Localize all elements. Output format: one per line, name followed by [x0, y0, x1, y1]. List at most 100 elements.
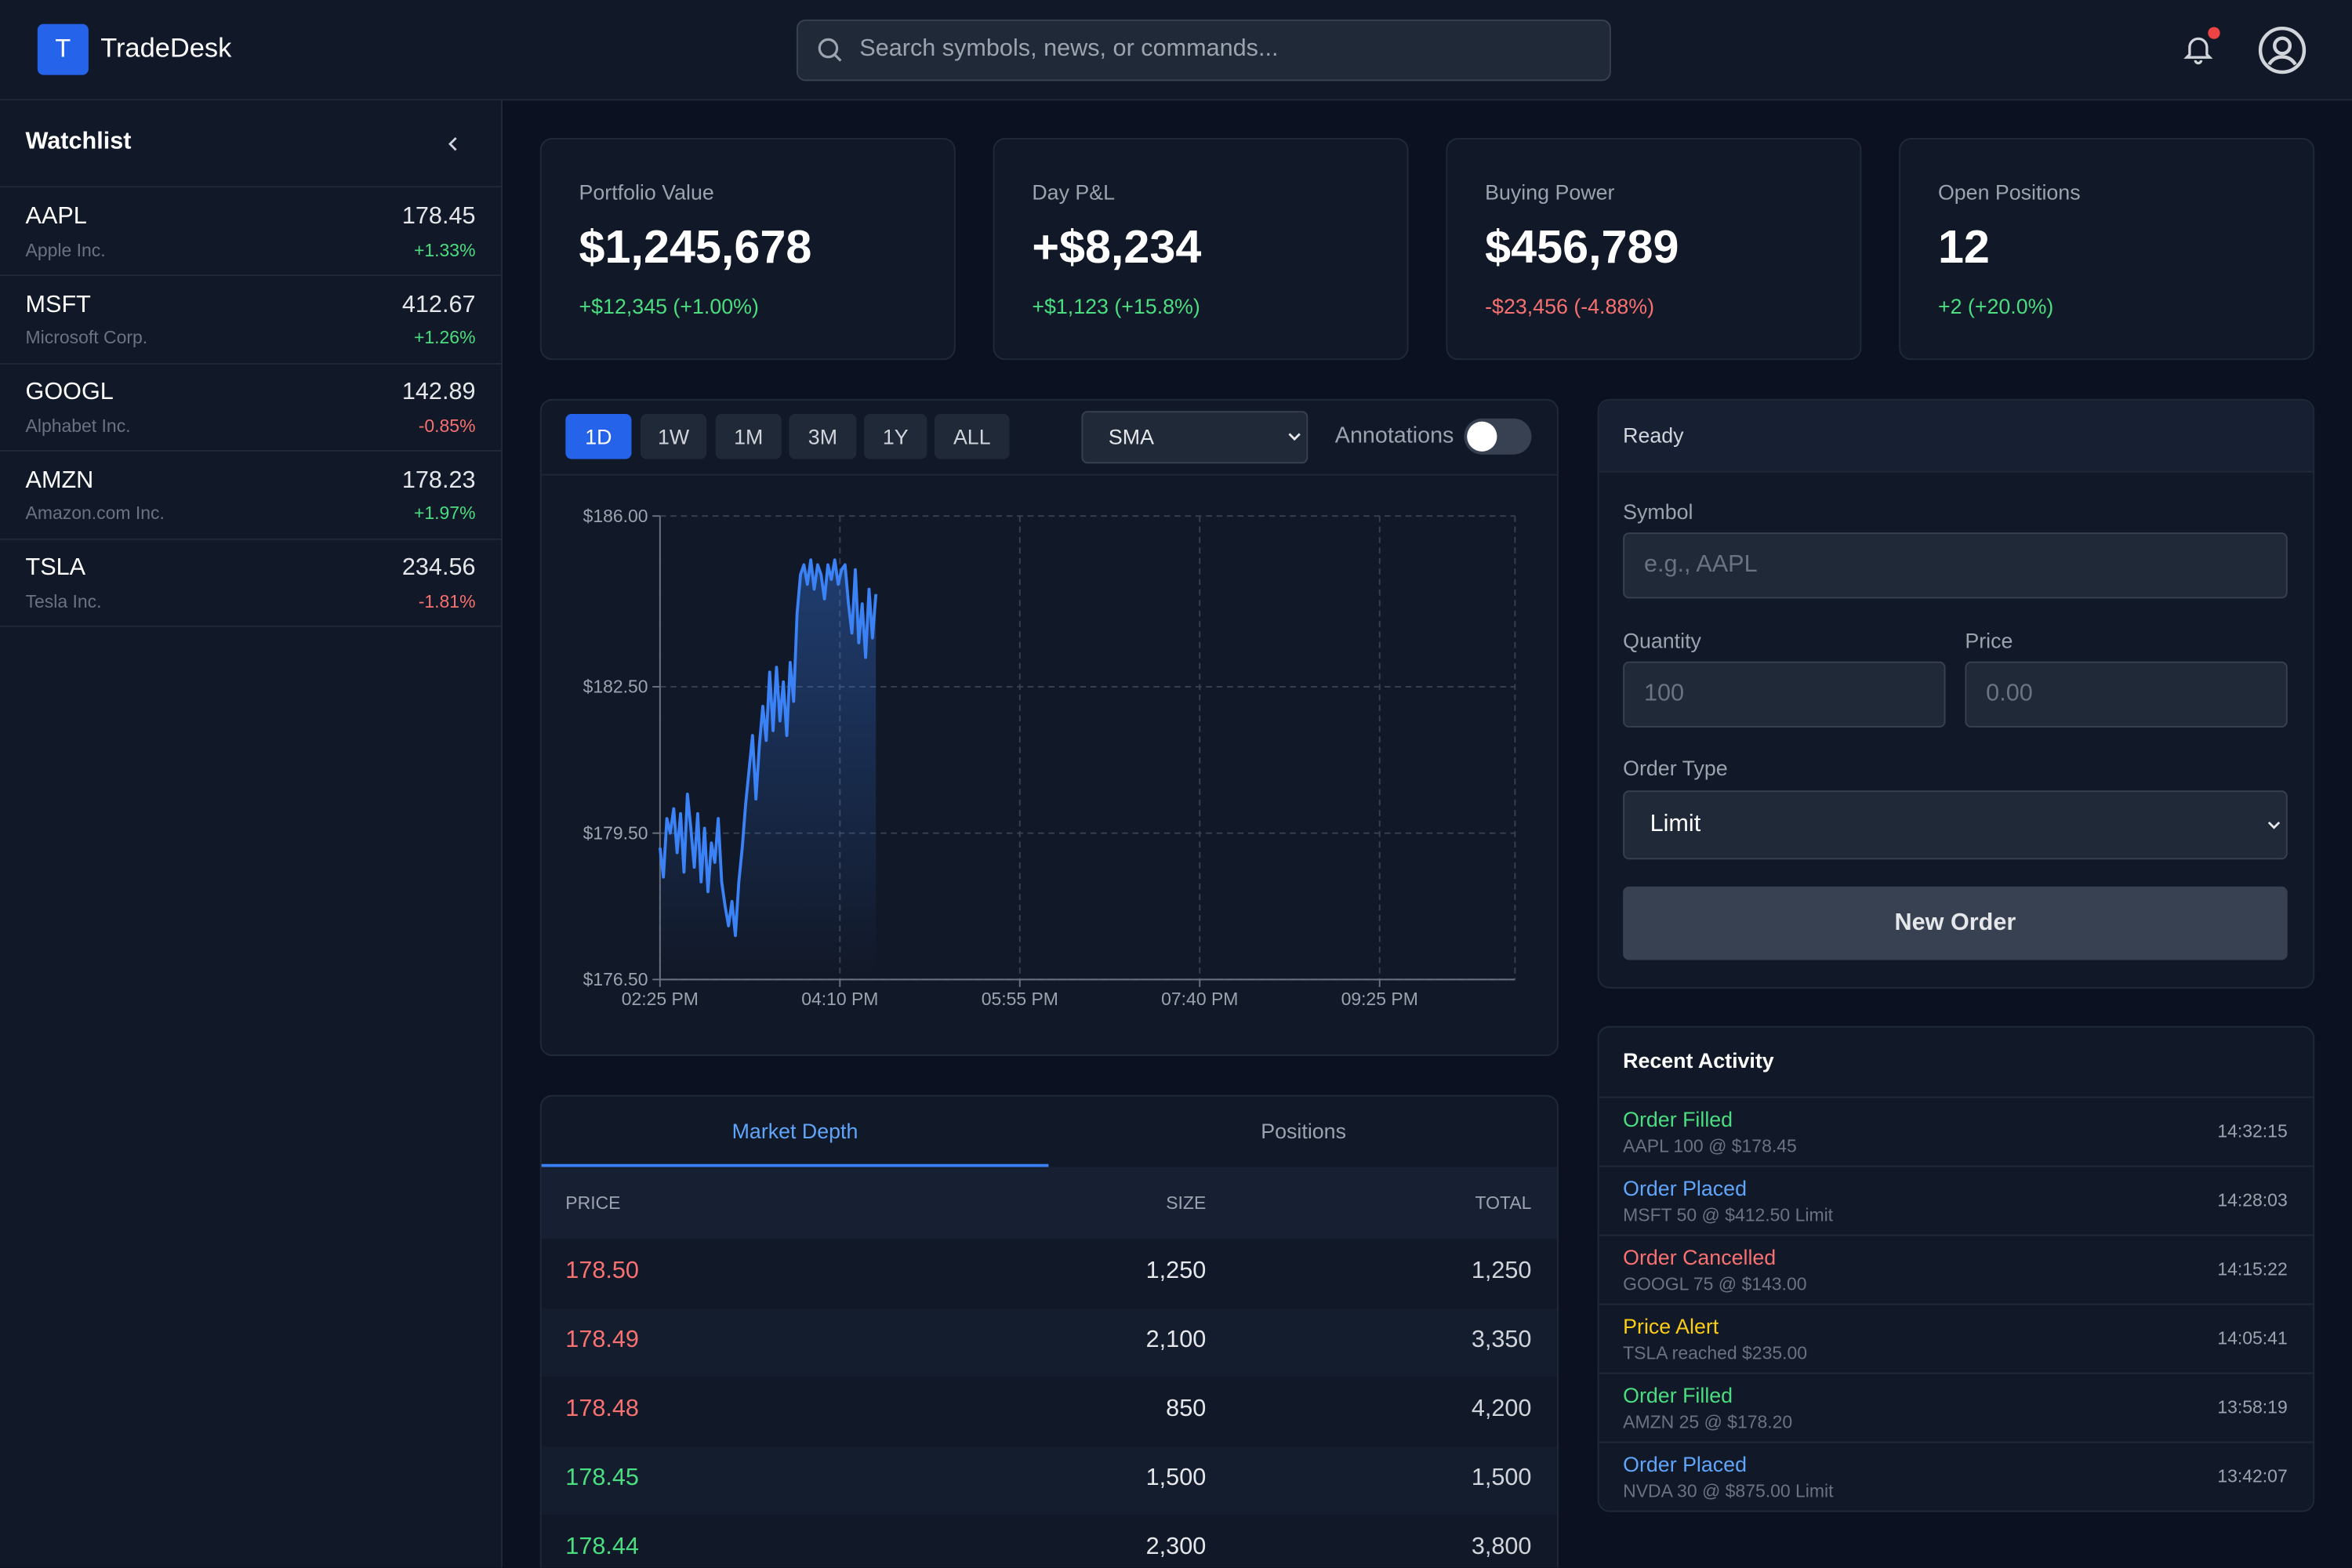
stat-label: Open Positions — [1937, 179, 2081, 204]
symbol: GOOGL — [25, 379, 114, 406]
range-button[interactable]: 1Y — [864, 414, 927, 459]
stat-card card — [1899, 138, 2315, 361]
column-header: PRICE — [565, 1192, 621, 1214]
divider — [1599, 1303, 2314, 1305]
logo-badge: T — [37, 24, 89, 75]
activity-time: 14:05:41 — [2217, 1327, 2288, 1348]
stat-label: Portfolio Value — [579, 179, 714, 204]
range-button[interactable]: 1D — [565, 414, 632, 459]
divider — [0, 186, 502, 188]
stat-label: Buying Power — [1485, 179, 1615, 204]
change: -0.85% — [418, 415, 476, 437]
depth-total: 1,250 — [1471, 1258, 1532, 1285]
stat-card card — [539, 138, 956, 361]
symbol: AAPL — [25, 204, 87, 230]
collapse-button[interactable] — [441, 132, 465, 156]
change: -1.81% — [418, 590, 476, 612]
range-button[interactable]: 3M — [789, 414, 857, 459]
activity-detail: AMZN 25 @ $178.20 — [1623, 1410, 1793, 1432]
stat-change: +$12,345 (+1.00%) — [579, 293, 759, 318]
depth-size: 1,250 — [1145, 1258, 1207, 1285]
input-field[interactable] — [1965, 661, 2288, 728]
company-name: Tesla Inc. — [25, 590, 102, 612]
company-name: Apple Inc. — [25, 239, 106, 261]
x-tick-label: 05:55 PM — [982, 989, 1058, 1009]
range-button[interactable]: 1M — [715, 414, 782, 459]
depth-row — [541, 1446, 1557, 1515]
company-name: Alphabet Inc. — [25, 415, 131, 437]
tab-underline — [541, 1163, 1049, 1167]
depth-header — [541, 1167, 1557, 1240]
placeholder: e.g., AAPL — [1643, 552, 1758, 579]
price: 234.56 — [401, 555, 476, 582]
stat-change: -$23,456 (-4.88%) — [1485, 293, 1655, 318]
notification-bell-part — [2194, 60, 2203, 65]
company-name: Microsoft Corp. — [25, 327, 148, 349]
range-button[interactable]: ALL — [934, 414, 1010, 459]
change: +1.33% — [413, 239, 476, 261]
input-field[interactable] — [1623, 661, 1946, 728]
indicator-value: SMA — [1108, 423, 1154, 448]
sidebar — [0, 100, 503, 1568]
stat-card card — [1446, 138, 1862, 361]
collapse-button-part — [448, 137, 457, 151]
order-status: Ready — [1623, 422, 1684, 447]
field-label: Symbol — [1623, 499, 1693, 523]
input-field[interactable] — [1623, 790, 2288, 860]
price-line — [658, 558, 878, 938]
activity-detail: NVDA 30 @ $875.00 Limit — [1623, 1480, 1834, 1501]
x-tick-label: 09:25 PM — [1341, 989, 1418, 1009]
divider — [1599, 1096, 2314, 1098]
x-tick-label: 07:40 PM — [1161, 989, 1238, 1009]
input-field[interactable] — [1623, 532, 2288, 599]
user-avatar-part — [2267, 55, 2297, 66]
indicator-select[interactable] — [1081, 411, 1308, 464]
divider — [1599, 470, 2314, 473]
chevron-down — [1288, 433, 1301, 441]
depth-total: 1,500 — [1471, 1466, 1532, 1492]
divider — [0, 274, 502, 277]
column-header: SIZE — [1166, 1192, 1207, 1214]
y-tick-label: $176.50 — [583, 969, 648, 989]
price: 178.45 — [401, 204, 476, 230]
field-label: Quantity — [1623, 627, 1701, 652]
submit-button[interactable]: New Order — [1623, 886, 2288, 960]
company-name: Amazon.com Inc. — [25, 503, 165, 524]
activity-event: Order Placed — [1623, 1451, 1747, 1475]
user-avatar-part — [2273, 36, 2292, 56]
search-icon — [818, 38, 842, 62]
placeholder: 100 — [1643, 681, 1685, 707]
chevron-down-part — [2267, 821, 2281, 829]
activity-event: Price Alert — [1623, 1313, 1719, 1338]
search-box[interactable] — [796, 19, 1611, 82]
stat-value: +$8,234 — [1032, 220, 1202, 274]
notification-bell[interactable] — [2181, 31, 2216, 66]
range-button[interactable]: 1W — [640, 414, 707, 459]
order-header — [1599, 400, 2314, 471]
tab-active[interactable]: Market Depth — [731, 1118, 858, 1143]
change: +1.97% — [413, 503, 476, 524]
user-avatar[interactable] — [2256, 24, 2309, 77]
depth-price: 178.44 — [565, 1535, 639, 1561]
depth-total: 4,200 — [1471, 1396, 1532, 1423]
price-chart: $176.50 $179.50 $182.50 $186.00 02:25 PM 04:1… — [583, 506, 1516, 1009]
activity-detail: GOOGL 75 @ $143.00 — [1623, 1272, 1807, 1294]
notification-bell-part — [2183, 37, 2213, 59]
field-label: Price — [1965, 627, 2013, 652]
tab[interactable]: Positions — [1261, 1118, 1346, 1143]
select-value: Limit — [1650, 811, 1701, 838]
stat-change: +$1,123 (+15.8%) — [1032, 293, 1200, 318]
depth-size: 850 — [1166, 1396, 1207, 1423]
symbol: TSLA — [25, 555, 86, 582]
symbol: AMZN — [25, 467, 94, 494]
change: +1.26% — [413, 327, 476, 349]
divider — [0, 625, 502, 627]
stat-change: +2 (+20.0%) — [1937, 293, 2054, 318]
depth-price: 178.48 — [565, 1396, 639, 1423]
column-header: TOTAL — [1475, 1192, 1532, 1214]
field-label: Order Type — [1623, 755, 1728, 780]
divider — [1599, 1441, 2314, 1443]
search-icon-part — [833, 53, 842, 62]
stat-label: Day P&L — [1032, 179, 1116, 204]
divider — [0, 537, 502, 539]
